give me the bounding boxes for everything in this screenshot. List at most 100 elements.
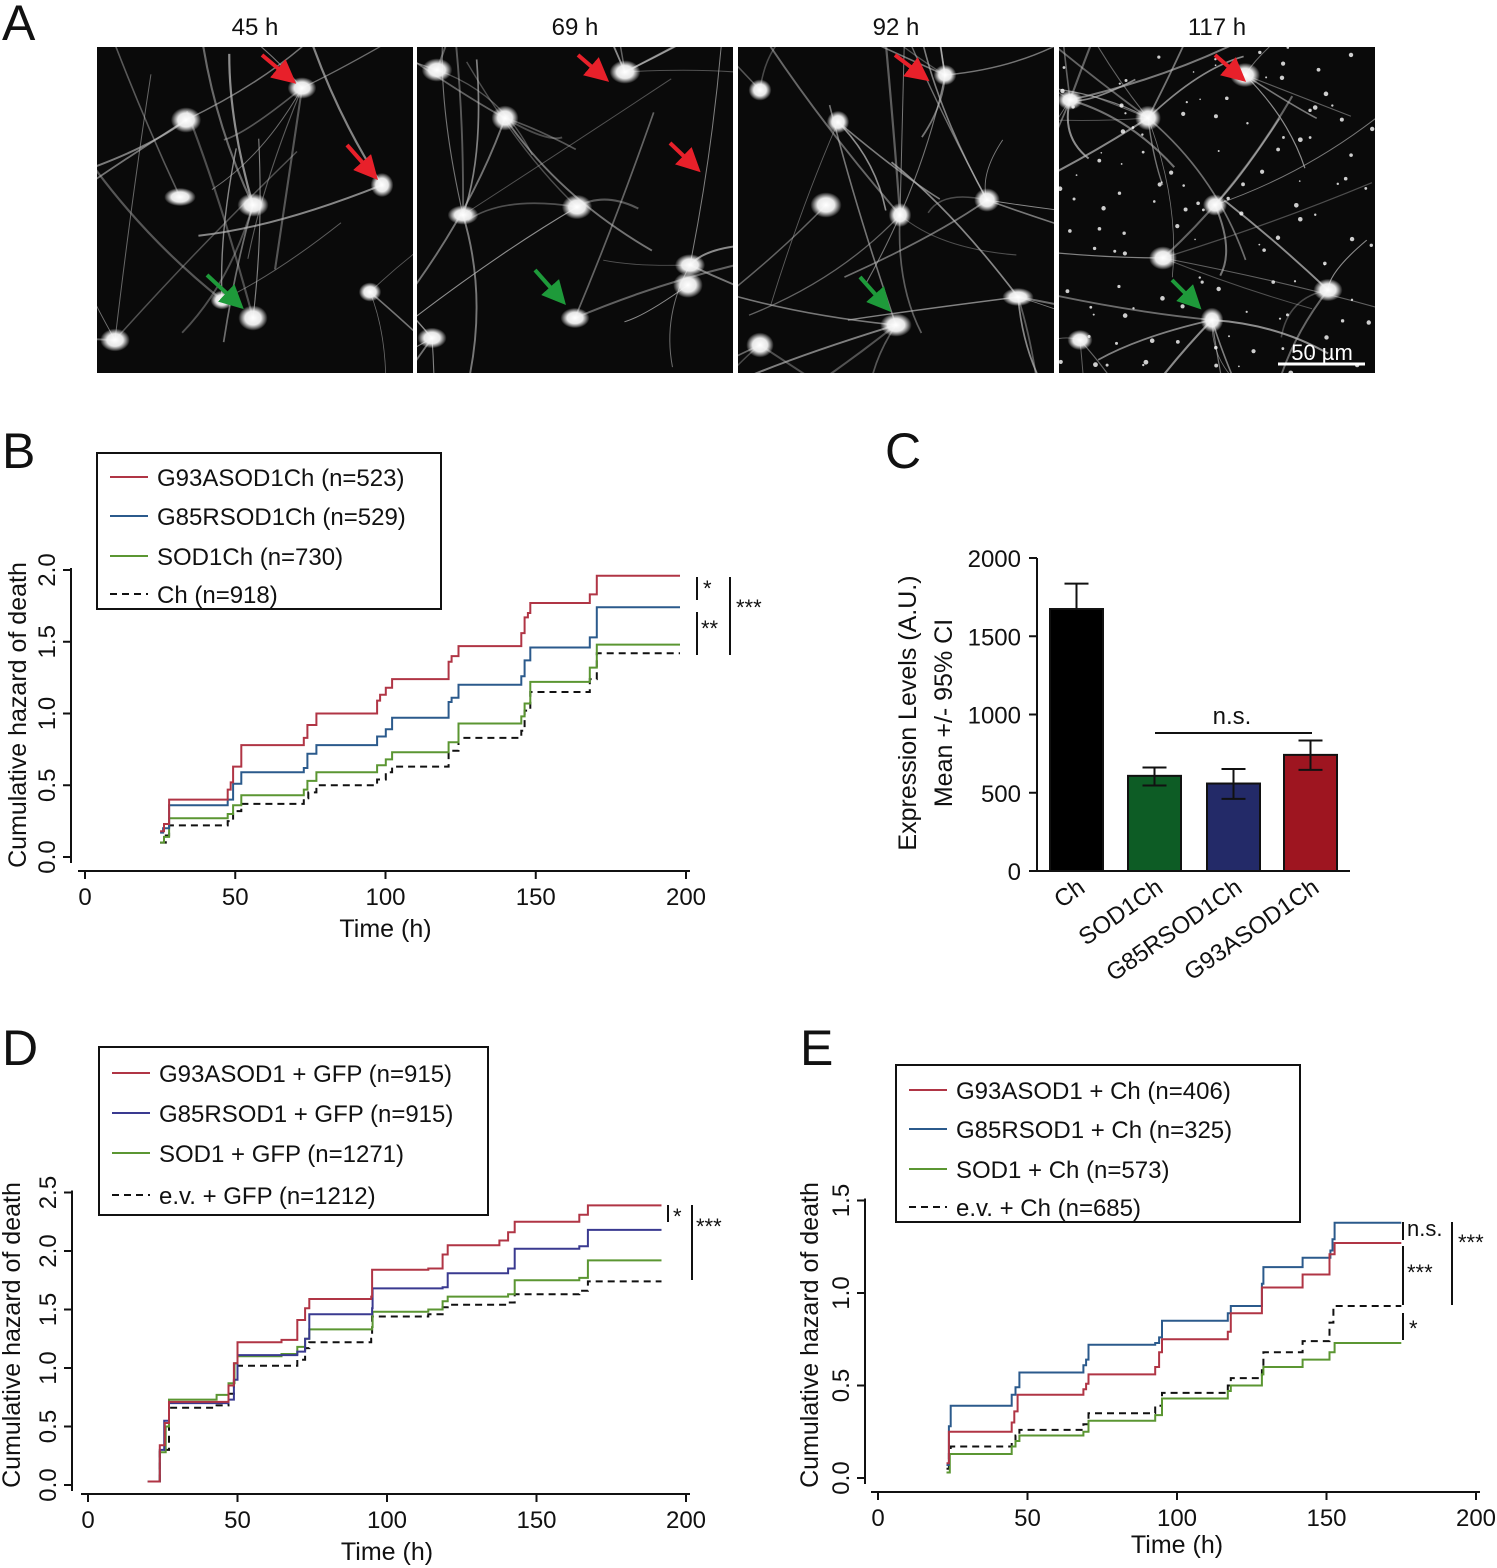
puncta (1122, 251, 1127, 256)
puncta (1182, 184, 1185, 187)
significance-label: *** (1407, 1260, 1433, 1285)
bar-0 (1049, 608, 1104, 872)
puncta (1059, 359, 1063, 365)
neurite (880, 47, 946, 76)
neuron-soma (491, 105, 519, 131)
y-axis-label-2: Mean +/- 95% CI (930, 619, 958, 807)
neurite (1059, 252, 1164, 259)
neurite (986, 199, 1054, 210)
puncta (1119, 103, 1124, 108)
puncta (1343, 176, 1348, 181)
y-tick-label: 1.0 (35, 1351, 62, 1384)
puncta (1214, 363, 1219, 368)
puncta (1062, 66, 1066, 69)
neurite (222, 204, 254, 343)
neuron-soma (358, 282, 382, 302)
neurite (1017, 296, 1054, 305)
series-line-1 (147, 1228, 662, 1483)
puncta (1279, 75, 1285, 80)
puncta (1124, 79, 1128, 83)
neurite (436, 69, 533, 156)
puncta (1316, 67, 1321, 72)
puncta (1092, 246, 1097, 251)
panel-c-expression-bar-chart: C 0 500 1000 1500 2000 Expression Levels (A.U.… (885, 423, 1350, 987)
puncta (1297, 216, 1303, 222)
neuron-soma (1200, 307, 1224, 333)
puncta (1260, 169, 1265, 174)
panel-label-d: D (2, 1020, 38, 1076)
puncta (1308, 136, 1312, 139)
series-line-0 (160, 574, 680, 833)
puncta (1364, 187, 1368, 190)
neurite (1017, 296, 1037, 373)
puncta (1282, 136, 1285, 139)
puncta (1293, 280, 1297, 283)
puncta (1271, 280, 1276, 284)
neuron-soma (888, 202, 912, 228)
puncta (1075, 174, 1078, 176)
legend-entry: G85RSOD1 + GFP (n=915) (159, 1101, 453, 1128)
puncta (1065, 289, 1070, 294)
series-line-3 (147, 1280, 662, 1483)
puncta (1214, 64, 1217, 67)
category-label: Ch (1049, 874, 1090, 914)
puncta (1258, 50, 1262, 55)
puncta (1278, 317, 1282, 320)
neuron-soma (164, 187, 196, 207)
y-tick-label: 1500 (968, 624, 1021, 651)
neurite (1211, 319, 1329, 355)
puncta (1093, 362, 1098, 368)
legend-entry: SOD1Ch (n=730) (157, 544, 343, 571)
puncta (1324, 335, 1329, 340)
puncta (1124, 112, 1127, 115)
neuron-soma (974, 188, 1000, 212)
puncta (1262, 248, 1266, 252)
neurite (504, 117, 653, 252)
significance-label: * (703, 576, 712, 601)
puncta (1349, 236, 1355, 242)
timepoint-label: 45 h (232, 14, 279, 41)
neuron-soma (1149, 246, 1177, 270)
neurite (898, 214, 923, 334)
x-tick-label: 100 (1157, 1505, 1197, 1532)
y-tick-label: 0.5 (35, 1410, 62, 1443)
green-arrow-icon (1170, 278, 1202, 310)
neurite (1017, 296, 1038, 373)
neuron-soma (1067, 329, 1093, 351)
puncta (1369, 243, 1373, 247)
neurite (417, 319, 433, 339)
neuron-soma (370, 172, 394, 198)
significance-label: *** (696, 1214, 722, 1239)
neurite (865, 74, 946, 285)
neurite (885, 47, 902, 216)
puncta (1281, 347, 1285, 350)
red-arrow-icon (668, 141, 701, 173)
neurite (1211, 319, 1233, 373)
neurite (619, 47, 626, 73)
neurite (769, 47, 901, 216)
timepoint-label: 92 h (873, 14, 920, 41)
x-tick-label: 50 (224, 1507, 251, 1534)
micrograph-4 (1059, 47, 1375, 373)
puncta (1366, 320, 1371, 325)
y-tick-label: 500 (981, 781, 1021, 808)
y-tick-label: 2000 (968, 546, 1021, 573)
neurite (1059, 47, 1149, 119)
puncta (1169, 170, 1174, 175)
puncta (1198, 276, 1201, 279)
neuron-soma (100, 328, 130, 352)
neurite (1079, 339, 1108, 373)
puncta (1275, 235, 1281, 240)
puncta (1141, 133, 1144, 136)
y-axis-label: Expression Levels (A.U.) (894, 575, 922, 850)
neurite (185, 47, 303, 121)
puncta (1348, 52, 1354, 58)
puncta (1152, 200, 1156, 203)
series-line-1 (946, 1221, 1402, 1466)
puncta (1286, 47, 1290, 49)
puncta (1258, 243, 1261, 246)
puncta (1216, 286, 1221, 292)
neurite (890, 161, 1019, 298)
y-tick-label: 2.0 (34, 553, 61, 586)
puncta (1309, 355, 1312, 358)
